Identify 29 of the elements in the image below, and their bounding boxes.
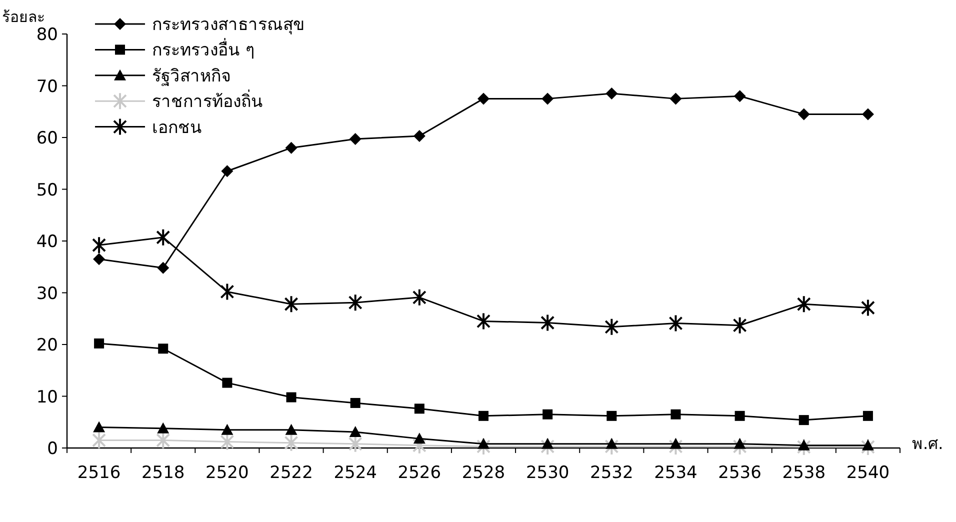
legend-label: ราชการท้องถิ่น: [152, 89, 263, 112]
x-tick-label: 2540: [846, 463, 890, 483]
y-tick-label: 40: [36, 232, 58, 252]
x-tick-label: 2522: [270, 463, 313, 483]
x-tick-label: 2518: [141, 463, 185, 483]
y-tick-label: 80: [36, 25, 58, 45]
x-tick-label: 2520: [206, 463, 249, 483]
legend-label: กระทรวงสาธารณสุข: [152, 15, 305, 35]
legend-label: เอกชน: [152, 118, 202, 138]
y-axis-title: ร้อยละ: [2, 8, 45, 26]
x-tick-label: 2530: [526, 463, 570, 483]
x-tick-label: 2528: [462, 463, 506, 483]
y-tick-label: 0: [47, 439, 58, 459]
x-tick-label: 2516: [77, 463, 121, 483]
legend-label: รัฐวิสาหกิจ: [152, 66, 231, 86]
y-tick-label: 20: [36, 336, 58, 356]
y-tick-label: 60: [36, 128, 58, 148]
x-tick-label: 2526: [398, 463, 442, 483]
y-tick-label: 50: [36, 180, 58, 200]
x-tick-label: 2534: [654, 463, 698, 483]
y-tick-label: 70: [36, 76, 58, 97]
y-tick-label: 10: [36, 387, 58, 408]
x-tick-label: 2538: [782, 463, 826, 483]
x-tick-label: 2536: [718, 463, 762, 483]
y-tick-label: 30: [36, 284, 58, 304]
legend-label: กระทรวงอื่น ๆ: [152, 38, 254, 61]
x-tick-label: 2524: [334, 463, 377, 483]
x-tick-label: 2532: [590, 463, 634, 483]
x-axis-title: พ.ศ.: [912, 434, 944, 453]
